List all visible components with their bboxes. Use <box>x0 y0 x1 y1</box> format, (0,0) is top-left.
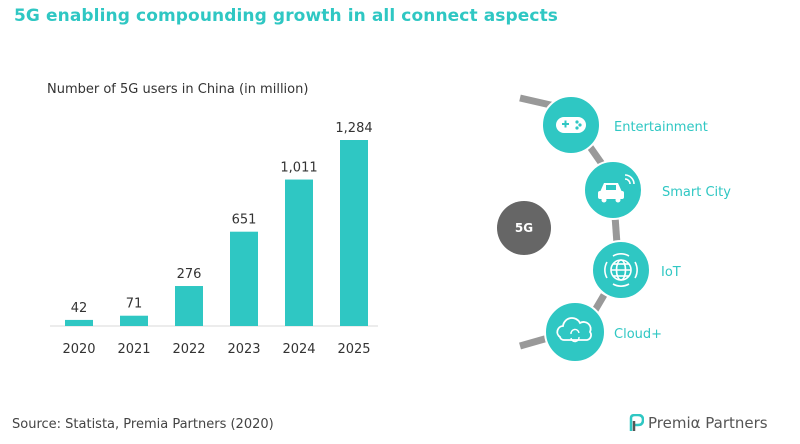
center-node-label: 5G <box>515 221 533 235</box>
connect-diagram: 5G Entertainment Smart City <box>497 94 731 363</box>
cloud-sync-icon <box>556 317 592 343</box>
bar-2020 <box>65 319 93 326</box>
x-tick-label-2020: 2020 <box>62 342 95 357</box>
page-title: 5G enabling compounding growth in all co… <box>14 6 559 26</box>
node-smart-city: Smart City <box>583 160 731 220</box>
globe-signal-icon <box>604 253 638 287</box>
x-tick-label-2024: 2024 <box>282 342 315 357</box>
source-note: Source: Statista, Premia Partners (2020) <box>12 417 274 432</box>
bar-2024 <box>285 179 313 326</box>
center-node <box>497 201 551 255</box>
node-label-cloud: Cloud+ <box>614 327 662 342</box>
bar-2023 <box>230 231 258 326</box>
brand-logo: Premiα Partners <box>628 414 768 432</box>
node-label-entertainment: Entertainment <box>614 120 708 135</box>
brand-logo-text: Premiα Partners <box>648 414 768 432</box>
bar-2025 <box>340 140 368 326</box>
connector-bottom <box>519 334 549 350</box>
node-label-iot: IoT <box>661 265 681 280</box>
bar-value-label-2021: 71 <box>126 297 143 312</box>
node-entertainment: Entertainment <box>541 95 708 155</box>
node-label-smart-city: Smart City <box>662 185 731 200</box>
premia-logo-icon <box>629 414 644 431</box>
bar-value-label-2025: 1,284 <box>335 121 372 136</box>
x-tick-label-2023: 2023 <box>227 342 260 357</box>
x-tick-label-2021: 2021 <box>117 342 150 357</box>
car-wifi-icon <box>598 174 635 203</box>
x-tick-label-2022: 2022 <box>172 342 205 357</box>
bar-value-label-2023: 651 <box>232 213 257 228</box>
bar-2022 <box>175 286 203 326</box>
gamepad-icon <box>556 117 586 133</box>
chart-title: Number of 5G users in China (in million) <box>47 82 309 97</box>
node-cloud: Cloud+ <box>544 301 662 363</box>
connector-2-3 <box>611 215 621 245</box>
bar-value-label-2020: 42 <box>71 301 88 316</box>
bar-value-label-2022: 276 <box>177 267 202 282</box>
bar-chart: 42 2020 71 2021 276 2022 651 2023 1,011 2024 1,284… <box>50 121 378 357</box>
x-tick-label-2025: 2025 <box>337 342 370 357</box>
bar-2021 <box>120 315 148 326</box>
node-iot: IoT <box>591 240 681 300</box>
bar-value-label-2024: 1,011 <box>280 161 317 176</box>
